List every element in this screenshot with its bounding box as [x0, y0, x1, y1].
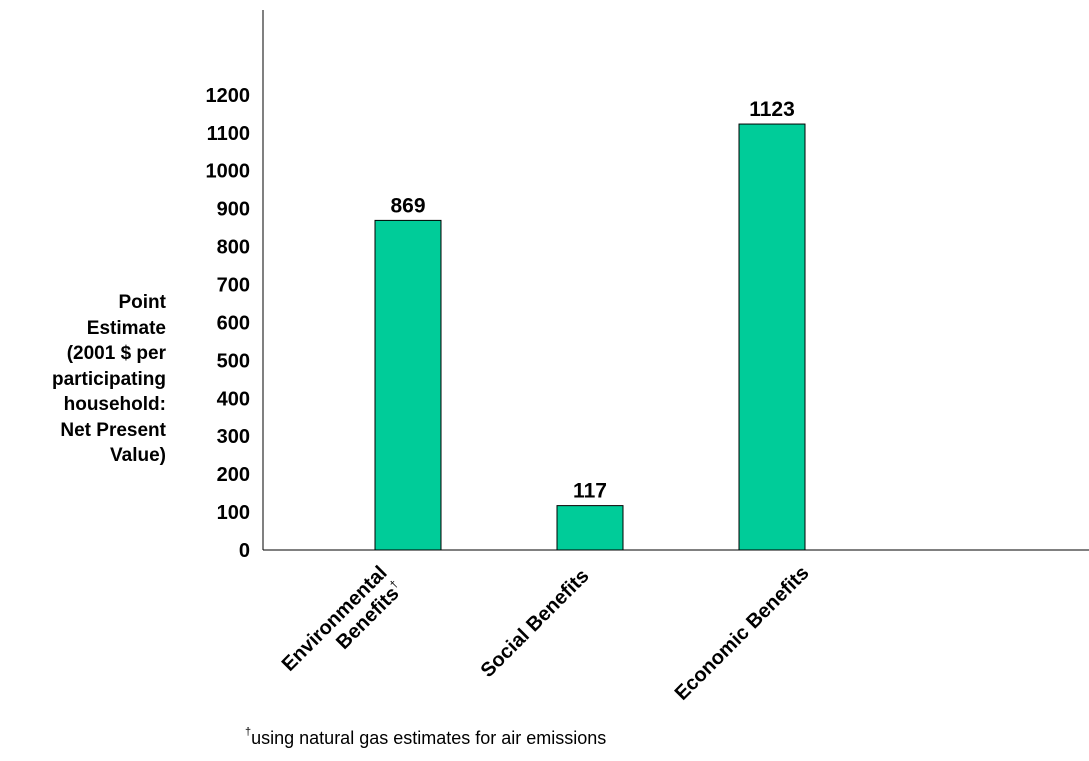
y-axis-label-line: participating [51, 368, 166, 390]
y-axis-ticks: 0 100 200 300 400 500 600 700 800 900 1000 1100 1200 [206, 85, 251, 562]
bar [374, 219, 442, 551]
category-label-line: Economic Benefits [671, 562, 814, 705]
category-label: Economic Benefits [671, 562, 814, 705]
y-tick-label: 700 [217, 274, 250, 296]
footnote-text: using natural gas estimates for air emis… [251, 728, 607, 748]
footnote-marker: † [388, 578, 401, 591]
y-axis-label-line: Net Present [60, 419, 166, 441]
y-tick-label: 1000 [206, 161, 251, 183]
y-tick-label: 600 [217, 312, 250, 334]
data-labels: 869 117 1123 [390, 98, 794, 503]
footnote: †using natural gas estimates for air emi… [245, 726, 607, 749]
y-tick-label: 1100 [207, 123, 250, 145]
bars [374, 123, 806, 551]
data-label: 1123 [749, 98, 795, 121]
category-label-line: Social Benefits [477, 565, 594, 682]
y-tick-label: 0 [239, 540, 250, 562]
y-tick-label: 900 [217, 199, 250, 221]
y-tick-label: 200 [217, 464, 250, 486]
y-tick-label: 100 [217, 502, 250, 524]
y-axis-label-line: Estimate [86, 317, 166, 339]
y-axis-label-line: Point [118, 292, 167, 313]
y-axis-label-line: Value) [110, 445, 166, 466]
bar [556, 505, 624, 551]
data-label: 117 [573, 480, 607, 503]
y-tick-label: 300 [217, 426, 250, 448]
footnote-marker: † [245, 726, 252, 738]
bar [738, 123, 806, 551]
y-tick-label: 1200 [206, 85, 251, 107]
y-axis-label: Point Estimate (2001 $ per participating hou… [20, 290, 166, 469]
category-label: Social Benefits [477, 565, 594, 682]
y-tick-label: 400 [217, 388, 250, 410]
y-axis-label-line: household: [63, 394, 166, 415]
y-tick-label: 800 [217, 237, 250, 259]
data-label: 869 [390, 194, 425, 217]
y-axis-label-line: (2001 $ per [66, 343, 166, 364]
y-tick-label: 500 [217, 350, 250, 372]
